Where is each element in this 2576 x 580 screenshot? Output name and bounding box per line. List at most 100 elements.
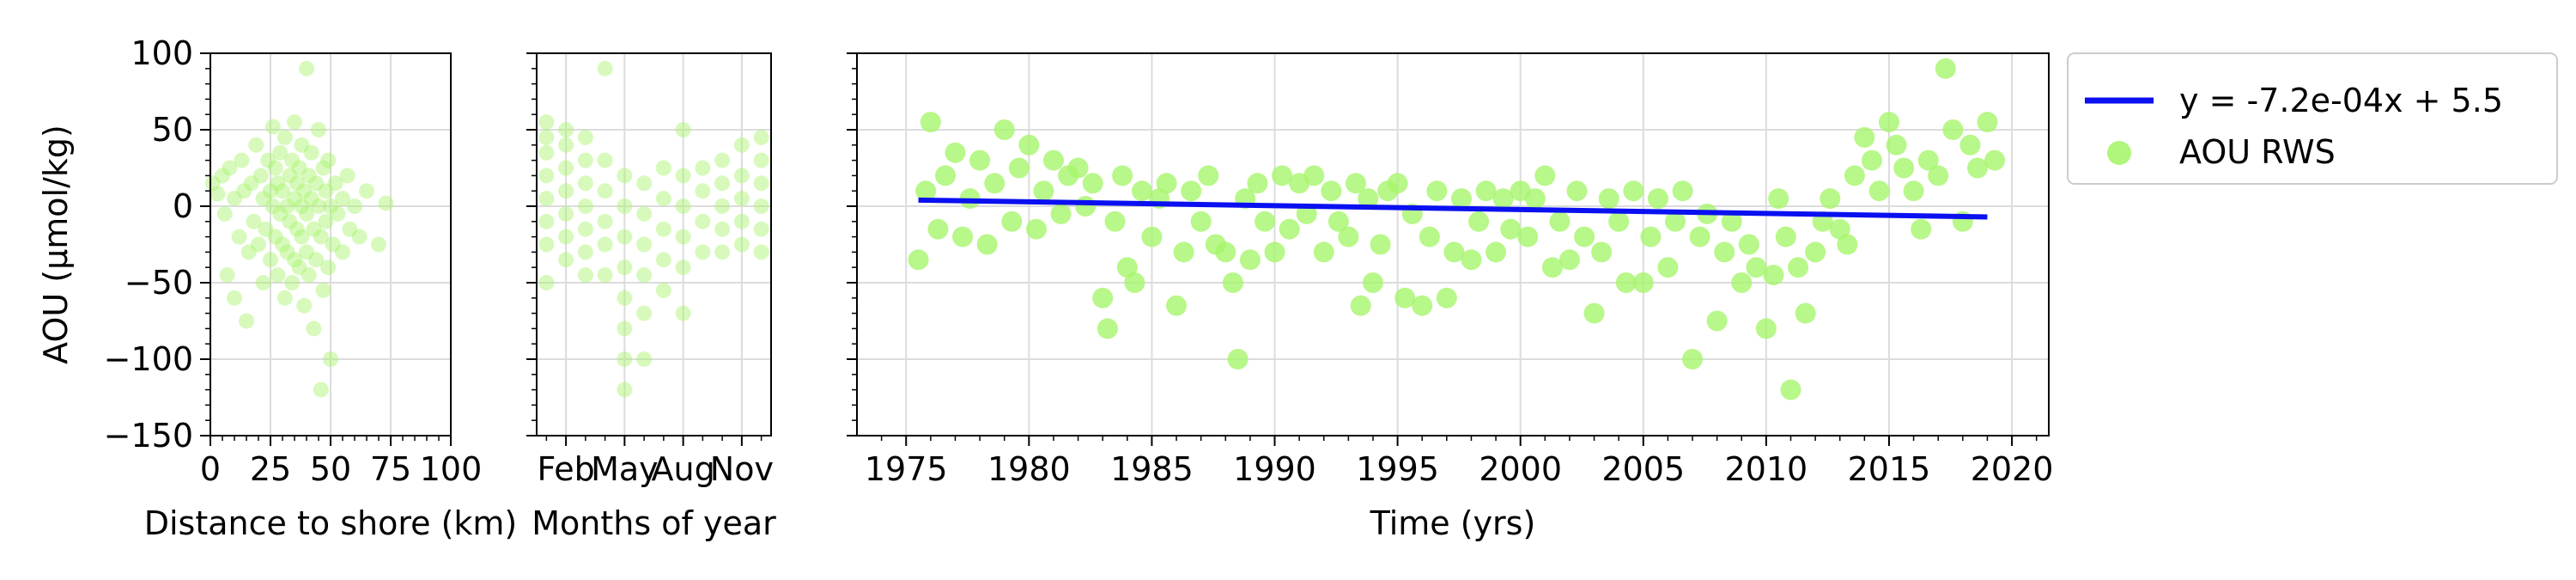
data-point [1190,211,1212,232]
data-point [287,252,302,268]
data-point [1358,188,1379,210]
data-point [1689,226,1710,247]
data-point [323,198,338,214]
data-point [275,236,290,253]
data-point [1050,203,1072,224]
data-point [378,195,394,211]
data-point [299,60,314,76]
data-point [1984,150,2006,171]
data-point [558,160,574,176]
data-point [327,175,343,192]
data-point [294,137,310,153]
data-point [617,168,633,184]
data-point [597,236,613,253]
data-point [320,259,337,276]
data-point [1664,211,1686,232]
data-point [1795,302,1816,324]
data-point [1763,265,1784,286]
data-point [1598,188,1619,210]
data-point [1805,241,1826,263]
data-point [1541,257,1563,278]
data-point [240,244,257,260]
data-point [252,168,269,184]
data-point [1640,226,1662,247]
data-point [347,198,362,214]
data-point [1574,226,1595,247]
y-tick-label: 50 [152,111,193,149]
data-point [1775,226,1796,247]
y-tick-label: −150 [104,417,193,455]
data-point [1837,234,1858,255]
data-point [1500,218,1522,240]
data-point [1173,241,1194,263]
x-tick-label: 1995 [1356,450,1439,488]
data-point [675,198,691,214]
data-point [1706,310,1728,332]
data-point [335,191,350,207]
x-tick-label: 2010 [1725,450,1808,488]
x-tick-label: 2015 [1848,450,1931,488]
data-point [1313,241,1334,263]
data-point [733,168,750,184]
data-point [1075,196,1097,217]
data-point [695,213,711,229]
data-point [1517,226,1539,247]
data-point [264,198,281,214]
data-point [1657,257,1679,278]
data-point [908,249,929,271]
data-point [1647,188,1668,210]
data-point [753,152,769,168]
data-point [267,160,283,176]
data-point [276,129,293,145]
chart-panel-3: 1975 1980 1985 1990 1995 2000 2005 2010 2015 2020… [847,52,2054,542]
x-tick-label: 1980 [987,450,1071,488]
data-point [1959,134,1981,156]
data-point [299,205,314,222]
x-tick-label: 75 [370,450,411,488]
data-point [753,129,769,145]
data-point [1854,126,1875,148]
data-point [251,236,266,253]
data-point [1451,188,1473,210]
x-axis-label: Time (yrs) [1370,504,1536,542]
data-point [597,213,613,229]
data-point [219,267,235,284]
data-point [1886,134,1907,156]
data-point [227,191,242,207]
data-point [636,175,653,192]
data-point [1623,180,1644,202]
data-point [636,267,653,284]
data-point [318,213,334,229]
data-point [1181,180,1202,202]
data-point [577,175,593,192]
x-tick-label: 2020 [1971,450,2054,488]
data-point [1738,234,1759,255]
data-point [1942,119,1964,140]
data-point [287,191,302,207]
data-point [264,119,281,135]
data-point [577,152,593,168]
data-point [1419,226,1440,247]
data-point [311,122,326,137]
data-point [577,129,593,145]
y-tick-label: −100 [104,340,193,378]
data-point [315,160,331,176]
data-point [279,198,295,214]
data-point [1558,249,1580,271]
data-point [284,275,301,290]
data-point [1928,165,1949,186]
data-point [538,114,555,131]
data-point [538,144,555,161]
data-point [597,267,613,284]
data-point [1227,349,1249,369]
data-point [1443,241,1465,263]
data-point [1917,150,1939,171]
x-tick-label: 2000 [1479,450,1562,488]
data-point [538,129,555,145]
data-point [655,282,671,298]
data-point [617,382,633,398]
data-point [255,191,271,207]
data-point [714,152,731,168]
